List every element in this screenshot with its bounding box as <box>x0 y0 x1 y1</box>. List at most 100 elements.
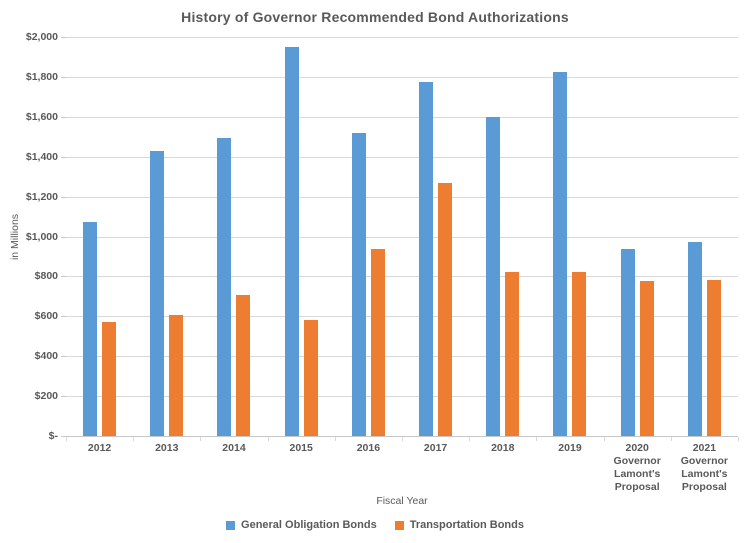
category-group <box>200 37 267 436</box>
y-tick-label: $2,000 <box>25 31 58 43</box>
bar-general-obligation-bonds <box>351 132 366 436</box>
legend-item: General Obligation Bonds <box>226 519 377 531</box>
category-label-line: Lamont's <box>614 468 661 480</box>
bar-transportation-bonds <box>639 281 654 436</box>
category-label: 2018 <box>469 442 536 455</box>
legend-swatch <box>394 520 404 530</box>
bar-transportation-bonds <box>706 280 721 436</box>
gridline <box>66 276 738 277</box>
category-label-line: Governor <box>613 455 661 467</box>
y-tick-mark <box>61 396 66 397</box>
y-tick-label: $1,400 <box>25 151 58 163</box>
category-label-line: 2014 <box>222 442 246 454</box>
category-label: 2015 <box>268 442 335 455</box>
gridline <box>66 77 738 78</box>
category-label-line: 2019 <box>558 442 582 454</box>
category-group <box>536 37 603 436</box>
category-label: 2016 <box>335 442 402 455</box>
category-label-line: 2021 <box>692 442 717 454</box>
bar-general-obligation-bonds <box>150 150 165 436</box>
gridline <box>66 37 738 38</box>
y-tick-label: $400 <box>34 350 58 362</box>
category-label-line: 2020 <box>625 442 649 454</box>
category-label: 2013 <box>133 442 200 455</box>
x-axis-title: Fiscal Year <box>376 495 428 507</box>
bar-general-obligation-bonds <box>284 47 299 436</box>
category-label: 2014 <box>200 442 267 455</box>
bar-transportation-bonds <box>505 272 520 436</box>
bar-general-obligation-bonds <box>419 81 434 436</box>
category-label-line: 2013 <box>155 442 179 454</box>
y-tick-label: $1,200 <box>25 191 58 203</box>
category-label: 2020 Governor Lamont's Proposal <box>604 442 671 494</box>
y-tick-mark <box>61 37 66 38</box>
x-tick-mark <box>133 437 134 441</box>
category-label-line: 2015 <box>289 442 313 454</box>
category-group <box>335 37 402 436</box>
bar-transportation-bonds <box>169 315 184 436</box>
bar-transportation-bonds <box>236 295 251 436</box>
category-label-line: 2017 <box>423 442 448 454</box>
x-axis-line <box>66 436 738 437</box>
y-tick-mark <box>61 157 66 158</box>
category-label-line: Proposal <box>681 481 727 493</box>
y-tick-label: $1,800 <box>25 71 58 83</box>
gridline <box>66 237 738 238</box>
gridline <box>66 157 738 158</box>
category-label-line: Lamont's <box>681 468 728 480</box>
legend-swatch <box>226 520 236 530</box>
bar-transportation-bonds <box>303 320 318 436</box>
y-tick-mark <box>61 77 66 78</box>
x-tick-mark <box>738 437 739 441</box>
bar-general-obligation-bonds <box>217 137 232 436</box>
bar-transportation-bonds <box>438 182 453 436</box>
gridline <box>66 396 738 397</box>
bar-general-obligation-bonds <box>620 248 635 436</box>
y-tick-label: $1,600 <box>25 111 58 123</box>
legend-label: Transportation Bonds <box>409 519 524 531</box>
category-label-line: Proposal <box>614 481 660 493</box>
category-label: 2012 <box>66 442 133 455</box>
x-tick-mark <box>66 437 67 441</box>
gridline <box>66 197 738 198</box>
gridline <box>66 117 738 118</box>
x-tick-mark <box>200 437 201 441</box>
x-tick-mark <box>604 437 605 441</box>
category-group <box>604 37 671 436</box>
y-tick-mark <box>61 436 66 437</box>
category-label-line: 2016 <box>356 442 381 454</box>
category-group <box>402 37 469 436</box>
x-tick-mark <box>335 437 336 441</box>
y-tick-mark <box>61 117 66 118</box>
legend: General Obligation Bonds Transportation B… <box>0 519 750 531</box>
x-tick-mark <box>469 437 470 441</box>
category-label-line: Governor <box>680 455 729 467</box>
y-tick-label: $1,000 <box>25 231 58 243</box>
category-label-line: 2012 <box>87 442 112 454</box>
category-label: 2021 Governor Lamont's Proposal <box>671 442 738 494</box>
x-tick-mark <box>536 437 537 441</box>
legend-item: Transportation Bonds <box>394 519 524 531</box>
category-label: 2019 <box>536 442 603 455</box>
category-label-line: 2018 <box>491 442 515 454</box>
bar-general-obligation-bonds <box>553 71 568 436</box>
category-group <box>66 37 133 436</box>
gridline <box>66 356 738 357</box>
gridline <box>66 316 738 317</box>
bar-transportation-bonds <box>572 272 587 436</box>
x-tick-mark <box>268 437 269 441</box>
category-group <box>268 37 335 436</box>
y-tick-label: $200 <box>34 390 58 402</box>
bar-transportation-bonds <box>370 248 385 436</box>
bar-general-obligation-bonds <box>687 241 702 436</box>
category-group <box>133 37 200 436</box>
chart-title: History of Governor Recommended Bond Aut… <box>181 9 569 25</box>
bar-general-obligation-bonds <box>486 116 501 436</box>
category-group <box>469 37 536 436</box>
x-tick-mark <box>671 437 672 441</box>
category-label: 2017 <box>402 442 469 455</box>
y-tick-mark <box>61 356 66 357</box>
y-tick-label: $- <box>48 430 58 442</box>
y-tick-mark <box>61 197 66 198</box>
